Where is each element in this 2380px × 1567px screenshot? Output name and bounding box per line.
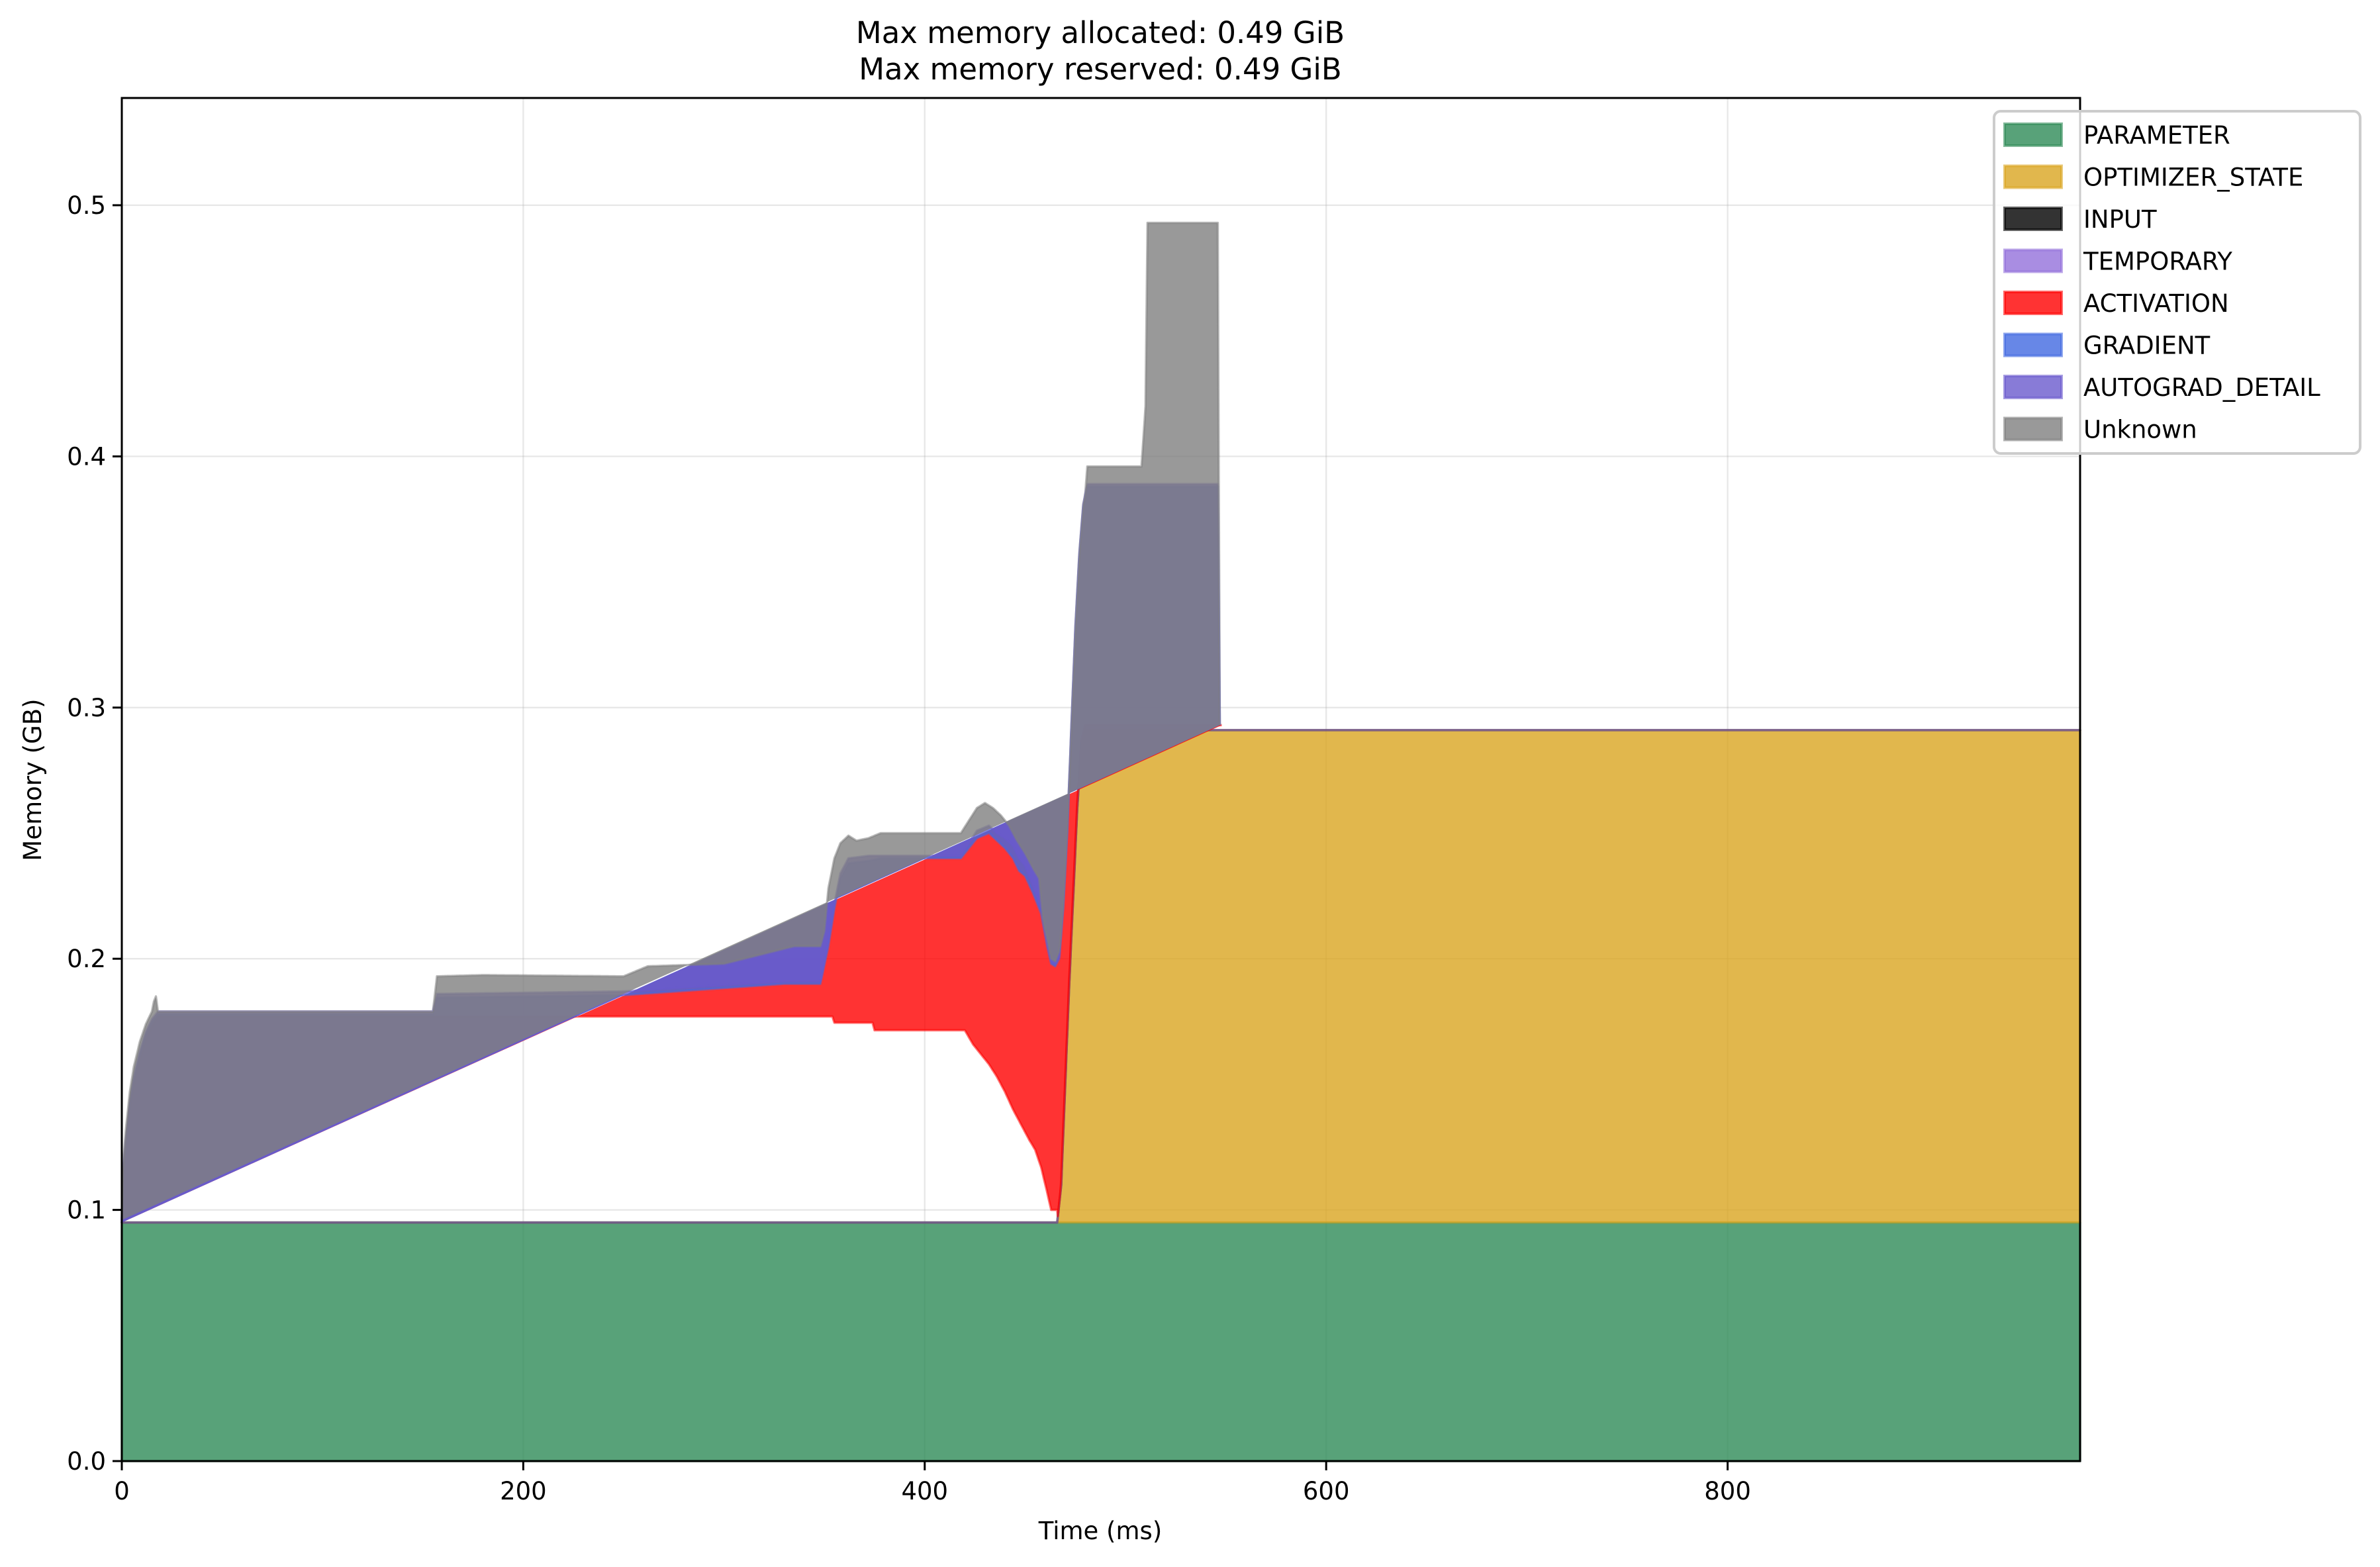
- area-parameter: [120, 1221, 2081, 1462]
- legend-label: TEMPORARY: [2083, 248, 2232, 276]
- legend-swatch: [2003, 248, 2063, 273]
- legend-item-autograd-detail: AUTOGRAD_DETAIL: [2003, 373, 2320, 402]
- legend-label: AUTOGRAD_DETAIL: [2083, 373, 2320, 402]
- area-optimizer-state: [120, 729, 2081, 1224]
- legend-swatch: [2003, 416, 2063, 442]
- legend-swatch: [2003, 291, 2063, 315]
- y-axis-label: Memory (GB): [19, 698, 47, 861]
- legend: PARAMETER OPTIMIZER_STATE INPUT TEMPORARY AC…: [1993, 110, 2361, 455]
- y-tick-label: 0.3: [67, 694, 106, 722]
- x-tick-label: 200: [500, 1477, 547, 1505]
- legend-swatch: [2003, 207, 2063, 231]
- area-unknown: [120, 221, 1221, 1220]
- y-tick-label: 0.0: [67, 1447, 106, 1476]
- chart-title-line-1: Max memory allocated: 0.49 GiB: [856, 15, 1345, 50]
- axes-frame: [120, 97, 2081, 1462]
- legend-label: ACTIVATION: [2083, 289, 2229, 318]
- legend-label: OPTIMIZER_STATE: [2083, 164, 2303, 192]
- x-tick-label: 600: [1303, 1477, 1350, 1505]
- x-tick-label: 800: [1704, 1477, 1751, 1505]
- y-tick-label: 0.5: [67, 191, 106, 220]
- legend-item-unknown: Unknown: [2003, 416, 2197, 444]
- y-tick-label: 0.4: [67, 442, 106, 471]
- legend-item-gradient: GRADIENT: [2003, 332, 2211, 360]
- legend-swatch: [2003, 164, 2063, 189]
- chart-title-line-2: Max memory reserved: 0.49 GiB: [859, 52, 1342, 87]
- y-tick-label: 0.1: [67, 1196, 106, 1225]
- legend-swatch: [2003, 122, 2063, 147]
- axes: 0 200 400 600 800 0.0 0.1 0.2 0.3 0.4 0.5: [67, 97, 2081, 1505]
- x-axis-label: Time (ms): [1038, 1517, 1163, 1545]
- legend-label: PARAMETER: [2083, 121, 2230, 150]
- legend-swatch: [2003, 332, 2063, 357]
- legend-item-input: INPUT: [2003, 205, 2157, 234]
- legend-label: GRADIENT: [2083, 332, 2211, 360]
- legend-item-optimizer-state: OPTIMIZER_STATE: [2003, 164, 2303, 192]
- x-tick-label: 400: [901, 1477, 948, 1505]
- legend-swatch: [2003, 375, 2063, 399]
- y-tick-label: 0.2: [67, 945, 106, 973]
- x-tick-label: 0: [114, 1477, 130, 1505]
- legend-frame: [1993, 110, 2361, 455]
- legend-item-temporary: TEMPORARY: [2003, 248, 2232, 276]
- stacked-area-series: [120, 221, 2081, 1462]
- legend-label: Unknown: [2083, 416, 2197, 444]
- legend-item-activation: ACTIVATION: [2003, 289, 2229, 318]
- legend-label: INPUT: [2083, 205, 2157, 234]
- legend-item-parameter: PARAMETER: [2003, 121, 2230, 150]
